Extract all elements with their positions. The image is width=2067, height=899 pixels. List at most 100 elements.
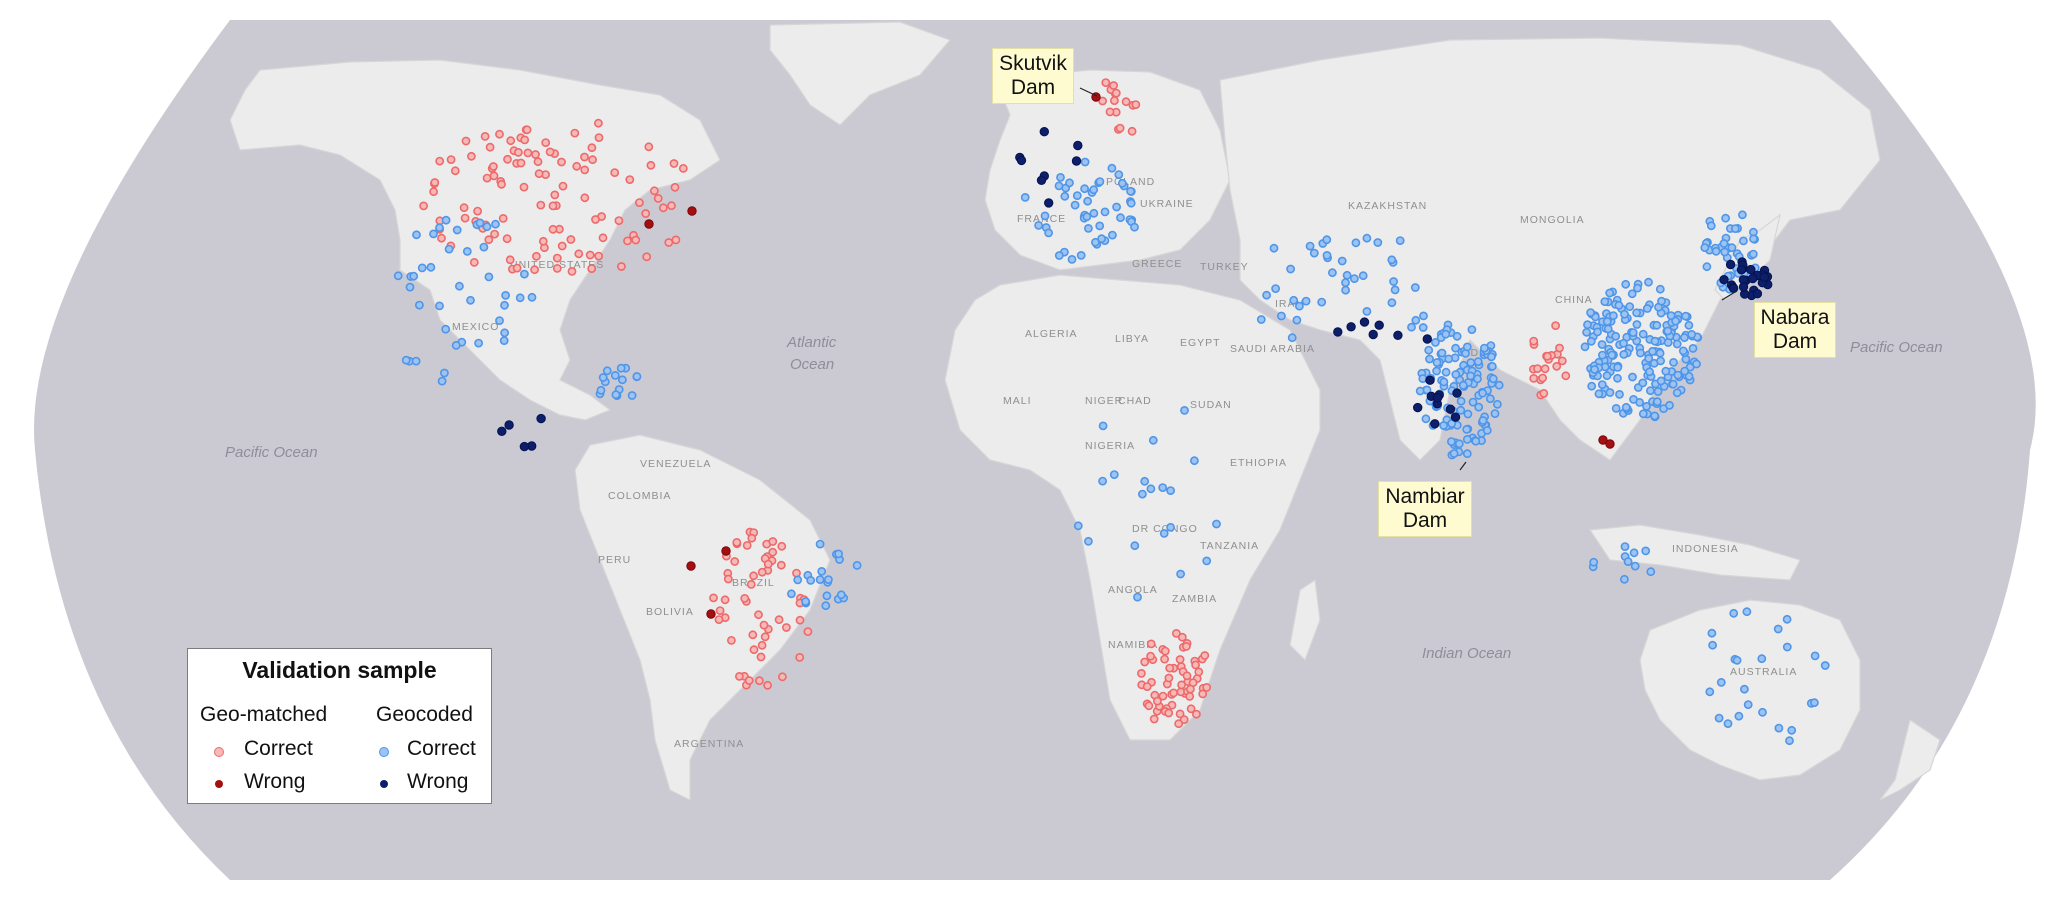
geocoded-correct-point xyxy=(444,244,454,254)
geocoded-correct-point xyxy=(1720,247,1730,257)
geocoded-correct-point xyxy=(1054,181,1064,191)
geocoded-wrong-point xyxy=(497,426,507,436)
geocoded-correct-point xyxy=(1130,541,1140,551)
geocoded-correct-point xyxy=(1034,220,1043,230)
geocoded-correct-point xyxy=(1350,274,1359,283)
land-north-america xyxy=(229,59,721,421)
geocoded-correct-point xyxy=(1054,251,1064,260)
geocoded-wrong-point xyxy=(536,413,546,424)
geocoded-correct-point xyxy=(1358,271,1368,281)
geocoded-correct-point xyxy=(610,370,620,380)
geocoded-correct-point xyxy=(611,390,621,400)
geocoded-correct-point xyxy=(1130,222,1139,232)
geocoded-correct-point xyxy=(1166,486,1175,495)
geomatched-correct-point xyxy=(1121,97,1131,107)
legend-header-geo-matched: Geo-matched xyxy=(200,703,328,726)
geocoded-correct-point xyxy=(411,356,421,366)
geocoded-wrong-point xyxy=(1432,393,1443,403)
geomatched-correct-point xyxy=(489,171,499,181)
geocoded-correct-point xyxy=(1774,723,1784,733)
geocoded-correct-point xyxy=(1598,350,1607,360)
geocoded-correct-point xyxy=(1810,651,1820,661)
geomatched-correct-point xyxy=(723,574,733,584)
geocoded-wrong-point xyxy=(504,420,514,430)
geocoded-correct-point xyxy=(1688,343,1698,353)
country-label: MONGOLIA xyxy=(1520,214,1585,226)
geocoded-correct-point xyxy=(1089,185,1099,195)
geomatched-correct-point xyxy=(437,233,446,243)
geomatched-correct-point xyxy=(587,264,597,273)
geocoded-correct-point xyxy=(1587,381,1597,391)
geocoded-correct-point xyxy=(1692,359,1701,369)
geocoded-correct-point xyxy=(441,324,451,334)
geomatched-correct-point xyxy=(1529,373,1539,383)
geocoded-correct-point xyxy=(1485,394,1495,404)
geomatched-correct-point xyxy=(756,652,766,662)
geocoded-correct-point xyxy=(1159,529,1169,538)
geocoded-correct-point xyxy=(1076,250,1086,260)
geocoded-correct-point xyxy=(1632,308,1641,318)
geocoded-correct-point xyxy=(1362,306,1372,316)
geomatched-correct-point xyxy=(1160,654,1169,664)
geocoded-correct-point xyxy=(1671,316,1680,326)
geomatched-correct-point xyxy=(642,252,652,262)
legend-geocoded-correct-symbol xyxy=(379,747,389,757)
geocoded-wrong-point xyxy=(1759,272,1770,282)
geomatched-correct-point xyxy=(587,143,597,153)
country-label: ARGENTINA xyxy=(674,738,744,750)
geocoded-correct-point xyxy=(1646,567,1656,577)
geocoded-correct-point xyxy=(1447,437,1456,446)
geomatched-correct-point xyxy=(523,148,533,158)
geocoded-correct-point xyxy=(1441,367,1451,377)
geocoded-correct-point xyxy=(1387,298,1397,308)
geocoded-correct-point xyxy=(1493,399,1502,409)
geomatched-correct-point xyxy=(760,632,770,642)
geomatched-correct-point xyxy=(490,229,499,239)
geocoded-correct-point xyxy=(1672,388,1682,398)
geocoded-correct-point xyxy=(515,293,525,303)
geocoded-correct-point xyxy=(1387,255,1397,265)
geomatched-correct-point xyxy=(1146,639,1156,649)
geomatched-correct-point xyxy=(495,129,504,139)
geocoded-correct-point xyxy=(1467,325,1477,334)
geomatched-correct-point xyxy=(748,630,758,640)
geomatched-correct-point xyxy=(755,676,764,686)
geocoded-correct-point xyxy=(1410,283,1420,292)
geomatched-correct-point xyxy=(644,142,654,152)
geocoded-correct-point xyxy=(1655,284,1665,294)
geocoded-correct-point xyxy=(1166,522,1175,532)
geomatched-correct-point xyxy=(1543,351,1552,361)
geomatched-correct-point xyxy=(505,255,515,265)
geocoded-correct-point xyxy=(1309,248,1319,258)
country-label: TANZANIA xyxy=(1200,540,1259,552)
geocoded-correct-point xyxy=(1322,250,1332,260)
geocoded-correct-point xyxy=(1424,345,1434,355)
geocoded-correct-point xyxy=(474,338,483,348)
geomatched-correct-point xyxy=(1555,343,1564,353)
geocoded-correct-point xyxy=(1411,315,1421,325)
geocoded-correct-point xyxy=(1652,320,1662,330)
geomatched-correct-point xyxy=(1142,682,1152,691)
geocoded-correct-point xyxy=(1100,207,1110,217)
geocoded-correct-point xyxy=(414,300,424,310)
geocoded-correct-point xyxy=(1711,246,1721,256)
geocoded-correct-point xyxy=(1463,409,1473,419)
geocoded-correct-point xyxy=(1743,700,1753,709)
geocoded-correct-point xyxy=(491,219,500,229)
geocoded-correct-point xyxy=(1044,228,1053,238)
dam-points xyxy=(393,78,1830,746)
geomatched-correct-point xyxy=(746,580,756,589)
geomatched-correct-point xyxy=(591,215,600,224)
geocoded-correct-point xyxy=(1080,184,1089,194)
geomatched-correct-point xyxy=(658,203,668,213)
geocoded-correct-point xyxy=(1615,389,1624,399)
geocoded-correct-point xyxy=(1628,372,1637,382)
geocoded-correct-point xyxy=(451,340,461,350)
geocoded-correct-point xyxy=(1362,233,1372,243)
geocoded-correct-point xyxy=(1652,397,1662,407)
country-label: ETHIOPIA xyxy=(1230,457,1287,469)
geocoded-correct-point xyxy=(1468,397,1478,407)
geomatched-correct-point xyxy=(1098,96,1107,106)
geocoded-correct-point xyxy=(412,230,421,240)
geocoded-correct-point xyxy=(1474,402,1484,412)
